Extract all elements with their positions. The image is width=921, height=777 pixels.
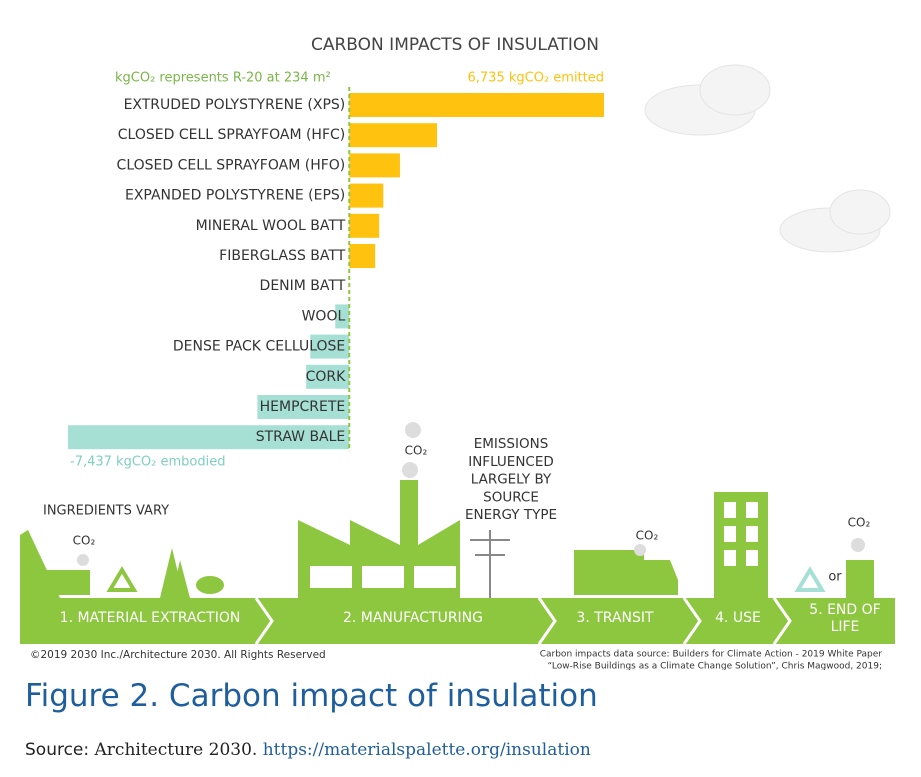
chevrons: [254, 597, 792, 645]
bar: [310, 334, 350, 359]
windows: [310, 502, 758, 588]
co2-label: CO₂: [405, 444, 428, 458]
category-label: DENIM BATT: [260, 278, 346, 294]
bar: [335, 304, 350, 329]
emissions-note: SOURCE: [483, 489, 539, 505]
emissions-note: ENERGY TYPE: [465, 507, 557, 523]
annotation: kgCO₂ represents R-20 at 234 m²: [115, 71, 331, 86]
data-source: “Low-Rise Buildings as a Climate Change …: [547, 662, 882, 671]
source-url[interactable]: https://materialspalette.org/insulation: [262, 740, 591, 760]
value-label: -7,437 kgCO₂ embodied: [70, 455, 225, 470]
emissions-note: EMISSIONS: [474, 436, 549, 452]
chart-title: CARBON IMPACTS OF INSULATION: [311, 35, 599, 55]
data-source: Carbon impacts data source: Builders for…: [540, 650, 883, 660]
recycle-icon: [106, 566, 138, 592]
category-label: EXPANDED POLYSTYRENE (EPS): [125, 188, 345, 204]
clouds: [644, 64, 891, 253]
stage-label: 5. END OF: [809, 602, 880, 618]
value-label: 6,735 kgCO₂ emitted: [468, 71, 605, 86]
infographic-text: INGREDIENTS VARY CO₂ CO₂ CO₂ CO₂ EMISSIONS INF…: [30, 436, 882, 670]
bar: [349, 123, 438, 148]
bar: [68, 425, 350, 450]
bar-chart: EXTRUDED POLYSTYRENE (XPS) CLOSED CELL SP…: [68, 71, 604, 470]
stage-label: LIFE: [831, 619, 860, 635]
stage-label: 3. TRANSIT: [576, 610, 654, 626]
stage-band: [20, 598, 895, 644]
category-label: WOOL: [302, 308, 346, 324]
bar: [349, 153, 400, 178]
ingredients-note: INGREDIENTS VARY: [43, 504, 169, 519]
figure-source: Source: Architecture 2030. https://mater…: [25, 740, 591, 760]
category-label: EXTRUDED POLYSTYRENE (XPS): [124, 97, 346, 113]
bar: [306, 364, 350, 389]
bar: [349, 183, 384, 208]
category-label: STRAW BALE: [256, 429, 346, 445]
stage-label: 2. MANUFACTURING: [343, 610, 483, 626]
emissions-note: INFLUENCED: [468, 454, 554, 470]
stage-label: 1. MATERIAL EXTRACTION: [60, 610, 241, 626]
co2-label: CO₂: [848, 516, 871, 530]
infographic: CARBON IMPACTS OF INSULATION kgCO₂ repre…: [20, 35, 895, 670]
co2-label: CO₂: [636, 529, 659, 543]
source-prefix: Source:: [25, 740, 90, 760]
emissions-note: LARGELY BY: [471, 472, 552, 488]
source-name: Architecture 2030.: [94, 740, 258, 760]
bar: [349, 213, 380, 238]
category-label: CLOSED CELL SPRAYFOAM (HFC): [118, 127, 345, 143]
smoke: [77, 422, 865, 566]
category-label: HEMPCRETE: [260, 399, 346, 415]
category-label: MINERAL WOOL BATT: [196, 218, 346, 234]
co2-label: CO₂: [73, 534, 96, 548]
category-label: CLOSED CELL SPRAYFOAM (HFO): [117, 157, 346, 173]
or-label: or: [828, 570, 842, 585]
figure-caption: Figure 2. Carbon impact of insulation: [25, 678, 598, 714]
stage-label: 4. USE: [715, 610, 761, 626]
bar: [349, 244, 376, 268]
bar: [257, 395, 350, 419]
category-label: CORK: [306, 369, 347, 385]
recycle-icon: [794, 566, 826, 592]
copyright: ©2019 2030 Inc./Architecture 2030. All R…: [30, 649, 326, 661]
power-pole: [470, 530, 510, 598]
bar: [349, 93, 604, 117]
category-label: FIBERGLASS BATT: [219, 248, 346, 264]
category-label: DENSE PACK CELLULOSE: [173, 339, 345, 355]
